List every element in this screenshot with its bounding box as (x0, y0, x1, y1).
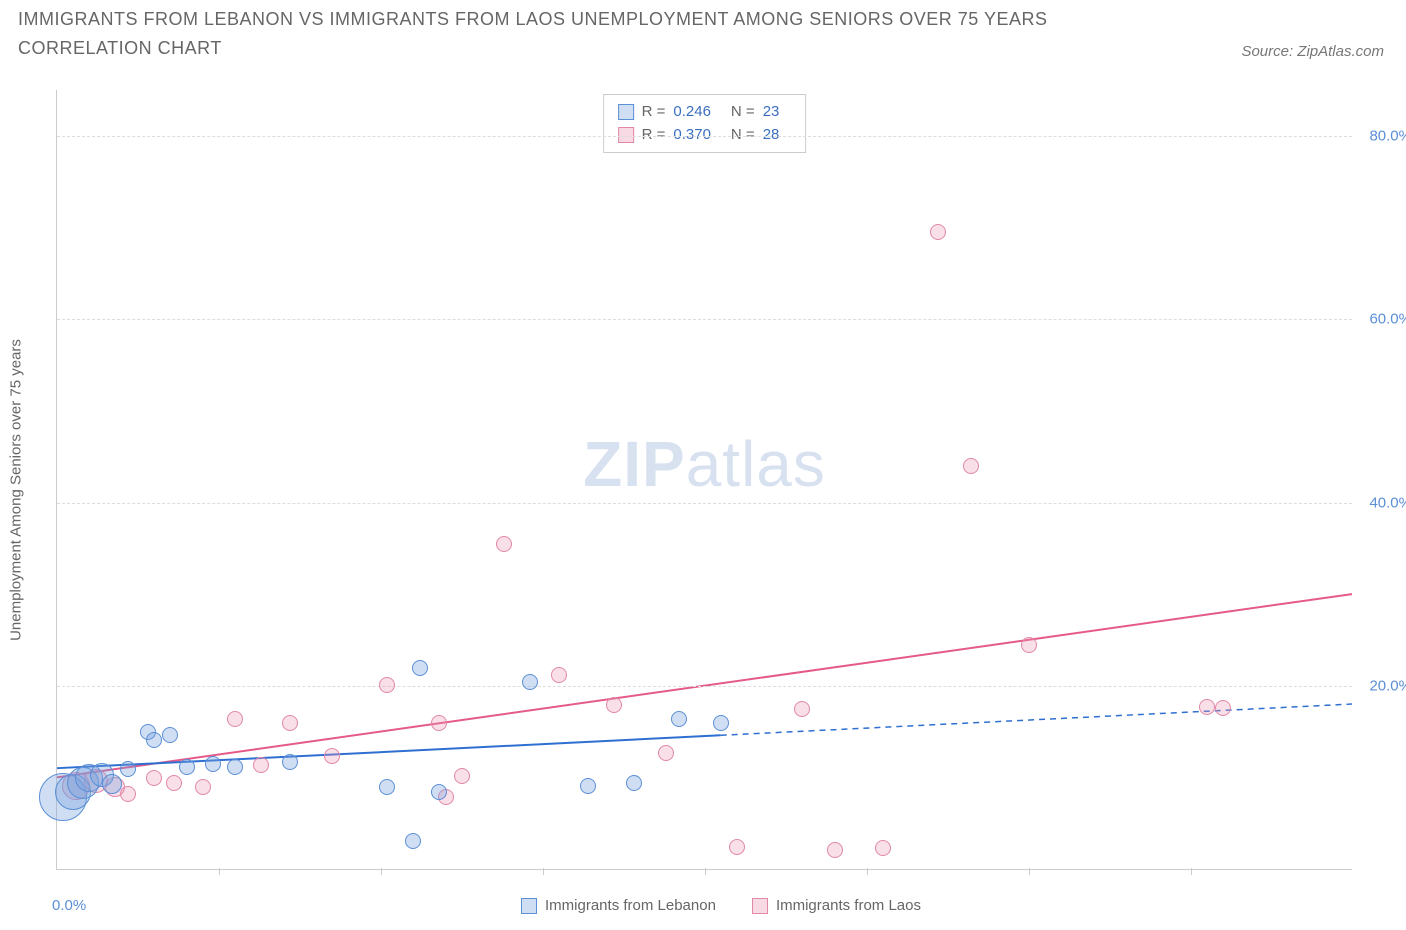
legend-item-a: Immigrants from Lebanon (521, 897, 716, 914)
chart-container: Unemployment Among Seniors over 75 years… (56, 90, 1386, 890)
data-point (162, 727, 178, 743)
data-point (324, 748, 340, 764)
series-legend: Immigrants from Lebanon Immigrants from … (521, 897, 921, 914)
gridline (57, 503, 1352, 504)
data-point (102, 774, 122, 794)
gridline (57, 319, 1352, 320)
data-point (963, 458, 979, 474)
y-tick-label: 40.0% (1357, 494, 1406, 511)
data-point (253, 757, 269, 773)
data-point (405, 833, 421, 849)
data-point (658, 745, 674, 761)
stats-legend: R = 0.246 N = 23 R = 0.370 N = 28 (603, 94, 807, 153)
x-minor-tick (1029, 868, 1030, 875)
y-tick-label: 60.0% (1357, 311, 1406, 328)
swatch-blue-icon (618, 104, 634, 120)
data-point (794, 701, 810, 717)
data-point (875, 840, 891, 856)
trend-lines (57, 90, 1352, 869)
x-minor-tick (543, 868, 544, 875)
data-point (146, 732, 162, 748)
data-point (412, 660, 428, 676)
data-point (166, 775, 182, 791)
data-point (205, 756, 221, 772)
data-point (729, 839, 745, 855)
data-point (195, 779, 211, 795)
data-point (930, 224, 946, 240)
source-label: Source: ZipAtlas.com (1241, 43, 1384, 60)
x-minor-tick (705, 868, 706, 875)
n-value-b: 28 (763, 124, 780, 147)
data-point (606, 697, 622, 713)
gridline (57, 686, 1352, 687)
data-point (120, 761, 136, 777)
data-point (1021, 637, 1037, 653)
legend-item-b: Immigrants from Laos (752, 897, 921, 914)
data-point (496, 536, 512, 552)
data-point (431, 784, 447, 800)
data-point (454, 768, 470, 784)
n-value-a: 23 (763, 101, 780, 124)
data-point (179, 759, 195, 775)
chart-header: IMMIGRANTS FROM LEBANON VS IMMIGRANTS FR… (18, 5, 1388, 63)
data-point (282, 715, 298, 731)
data-point (227, 711, 243, 727)
data-point (713, 715, 729, 731)
gridline (57, 136, 1352, 137)
x-minor-tick (867, 868, 868, 875)
stats-row-b: R = 0.370 N = 28 (618, 124, 792, 147)
data-point (379, 779, 395, 795)
x-minor-tick (381, 868, 382, 875)
data-point (671, 711, 687, 727)
data-point (120, 786, 136, 802)
data-point (379, 677, 395, 693)
data-point (146, 770, 162, 786)
swatch-pink-icon (752, 898, 768, 914)
data-point (522, 674, 538, 690)
plot-area: ZIPatlas R = 0.246 N = 23 R = 0.370 N = … (56, 90, 1352, 870)
data-point (227, 759, 243, 775)
data-point (1215, 700, 1231, 716)
data-point (1199, 699, 1215, 715)
x-minor-tick (1191, 868, 1192, 875)
data-point (626, 775, 642, 791)
data-point (282, 754, 298, 770)
data-point (827, 842, 843, 858)
data-point (431, 715, 447, 731)
swatch-blue-icon (521, 898, 537, 914)
swatch-pink-icon (618, 127, 634, 143)
x-minor-tick (219, 868, 220, 875)
watermark: ZIPatlas (583, 427, 826, 501)
r-value-b: 0.370 (673, 124, 711, 147)
y-tick-label: 80.0% (1357, 127, 1406, 144)
stats-row-a: R = 0.246 N = 23 (618, 101, 792, 124)
y-axis-label: Unemployment Among Seniors over 75 years (8, 339, 25, 641)
data-point (580, 778, 596, 794)
data-point (551, 667, 567, 683)
r-value-a: 0.246 (673, 101, 711, 124)
x-tick-start: 0.0% (52, 897, 86, 914)
chart-title: IMMIGRANTS FROM LEBANON VS IMMIGRANTS FR… (18, 5, 1138, 63)
y-tick-label: 20.0% (1357, 678, 1406, 695)
